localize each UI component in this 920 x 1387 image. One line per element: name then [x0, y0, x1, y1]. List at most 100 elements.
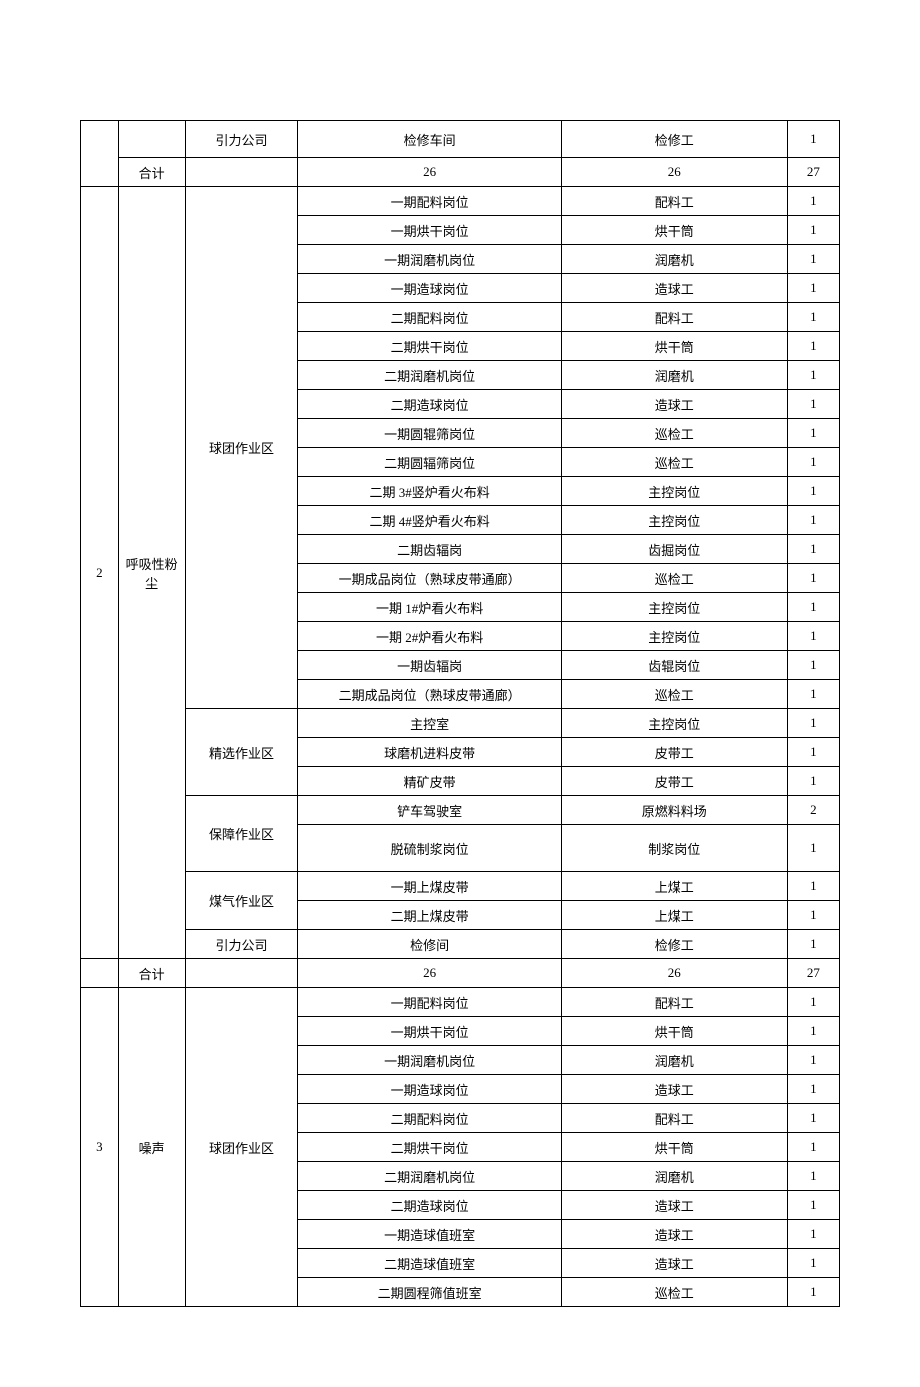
cell-job: 齿掘岗位	[561, 535, 787, 564]
cell-job: 配料工	[561, 187, 787, 216]
cell-position: 二期造球值班室	[298, 1249, 561, 1278]
cell-job: 皮带工	[561, 738, 787, 767]
cell-position: 二期烘干岗位	[298, 1133, 561, 1162]
cell-job: 主控岗位	[561, 593, 787, 622]
cell-position: 一期造球岗位	[298, 274, 561, 303]
cell-count: 1	[787, 872, 839, 901]
cell-position: 二期润磨机岗位	[298, 361, 561, 390]
cell-count: 1	[787, 477, 839, 506]
cell-job: 配料工	[561, 303, 787, 332]
cell-index	[81, 121, 119, 187]
cell-job: 造球工	[561, 1191, 787, 1220]
cell-count: 1	[787, 825, 839, 872]
cell-count: 1	[787, 709, 839, 738]
cell-count: 1	[787, 216, 839, 245]
cell-position: 二期造球岗位	[298, 390, 561, 419]
cell-category: 合计	[118, 959, 185, 988]
cell-count: 1	[787, 901, 839, 930]
cell-job: 造球工	[561, 390, 787, 419]
table-row: 合计 26 26 27	[81, 959, 840, 988]
cell-area: 引力公司	[185, 121, 298, 158]
cell-count: 1	[787, 738, 839, 767]
cell-count: 1	[787, 274, 839, 303]
cell-job: 造球工	[561, 1075, 787, 1104]
cell-position: 检修间	[298, 930, 561, 959]
cell-index: 2	[81, 187, 119, 959]
cell-count: 1	[787, 1075, 839, 1104]
cell-job: 巡检工	[561, 564, 787, 593]
cell-area: 球团作业区	[185, 988, 298, 1307]
cell-position: 二期 4#竖炉看火布料	[298, 506, 561, 535]
cell-position: 二期上煤皮带	[298, 901, 561, 930]
cell-area	[185, 959, 298, 988]
cell-count: 1	[787, 390, 839, 419]
cell-job: 原燃料料场	[561, 796, 787, 825]
cell-job: 巡检工	[561, 1278, 787, 1307]
cell-position: 26	[298, 158, 561, 187]
cell-count: 1	[787, 1278, 839, 1307]
cell-position: 一期上煤皮带	[298, 872, 561, 901]
cell-job: 主控岗位	[561, 622, 787, 651]
cell-job: 26	[561, 158, 787, 187]
cell-position: 一期润磨机岗位	[298, 1046, 561, 1075]
cell-count: 1	[787, 988, 839, 1017]
cell-category	[118, 121, 185, 158]
cell-count: 1	[787, 303, 839, 332]
cell-job: 配料工	[561, 1104, 787, 1133]
cell-job: 润磨机	[561, 1046, 787, 1075]
cell-position: 一期成品岗位（熟球皮带通廊）	[298, 564, 561, 593]
cell-count: 2	[787, 796, 839, 825]
cell-area: 保障作业区	[185, 796, 298, 872]
cell-position: 一期 2#炉看火布料	[298, 622, 561, 651]
cell-job: 润磨机	[561, 1162, 787, 1191]
cell-category: 呼吸性粉尘	[118, 187, 185, 959]
cell-job: 主控岗位	[561, 477, 787, 506]
cell-count: 27	[787, 158, 839, 187]
cell-job: 造球工	[561, 1220, 787, 1249]
cell-count: 1	[787, 1046, 839, 1075]
cell-count: 1	[787, 1249, 839, 1278]
cell-job: 烘干筒	[561, 216, 787, 245]
cell-job: 润磨机	[561, 245, 787, 274]
cell-index: 3	[81, 988, 119, 1307]
cell-job: 造球工	[561, 274, 787, 303]
cell-count: 1	[787, 651, 839, 680]
table-row: 保障作业区 铲车驾驶室 原燃料料场 2	[81, 796, 840, 825]
cell-area	[185, 158, 298, 187]
cell-area: 球团作业区	[185, 187, 298, 709]
cell-area: 煤气作业区	[185, 872, 298, 930]
cell-area: 引力公司	[185, 930, 298, 959]
table-row: 煤气作业区 一期上煤皮带 上煤工 1	[81, 872, 840, 901]
cell-count: 1	[787, 448, 839, 477]
cell-job: 齿辊岗位	[561, 651, 787, 680]
cell-count: 1	[787, 1162, 839, 1191]
table-row: 精选作业区 主控室 主控岗位 1	[81, 709, 840, 738]
cell-count: 1	[787, 1017, 839, 1046]
cell-position: 二期 3#竖炉看火布料	[298, 477, 561, 506]
cell-job: 26	[561, 959, 787, 988]
cell-count: 1	[787, 506, 839, 535]
cell-position: 一期造球值班室	[298, 1220, 561, 1249]
cell-position: 26	[298, 959, 561, 988]
cell-position: 二期配料岗位	[298, 1104, 561, 1133]
cell-job: 巡检工	[561, 448, 787, 477]
cell-count: 1	[787, 419, 839, 448]
cell-position: 二期烘干岗位	[298, 332, 561, 361]
cell-position: 二期造球岗位	[298, 1191, 561, 1220]
cell-count: 1	[787, 680, 839, 709]
cell-count: 1	[787, 332, 839, 361]
cell-position: 一期 1#炉看火布料	[298, 593, 561, 622]
cell-job: 检修工	[561, 930, 787, 959]
table-row: 引力公司 检修间 检修工 1	[81, 930, 840, 959]
cell-position: 精矿皮带	[298, 767, 561, 796]
cell-count: 1	[787, 535, 839, 564]
cell-count: 1	[787, 361, 839, 390]
data-table: 引力公司 检修车间 检修工 1 合计 26 26 27 2 呼吸性粉尘 球团作业…	[80, 120, 840, 1307]
cell-job: 配料工	[561, 988, 787, 1017]
cell-index	[81, 959, 119, 988]
cell-count: 1	[787, 622, 839, 651]
cell-job: 上煤工	[561, 901, 787, 930]
page-container: 引力公司 检修车间 检修工 1 合计 26 26 27 2 呼吸性粉尘 球团作业…	[0, 0, 920, 1387]
cell-position: 一期烘干岗位	[298, 216, 561, 245]
cell-count: 1	[787, 245, 839, 274]
